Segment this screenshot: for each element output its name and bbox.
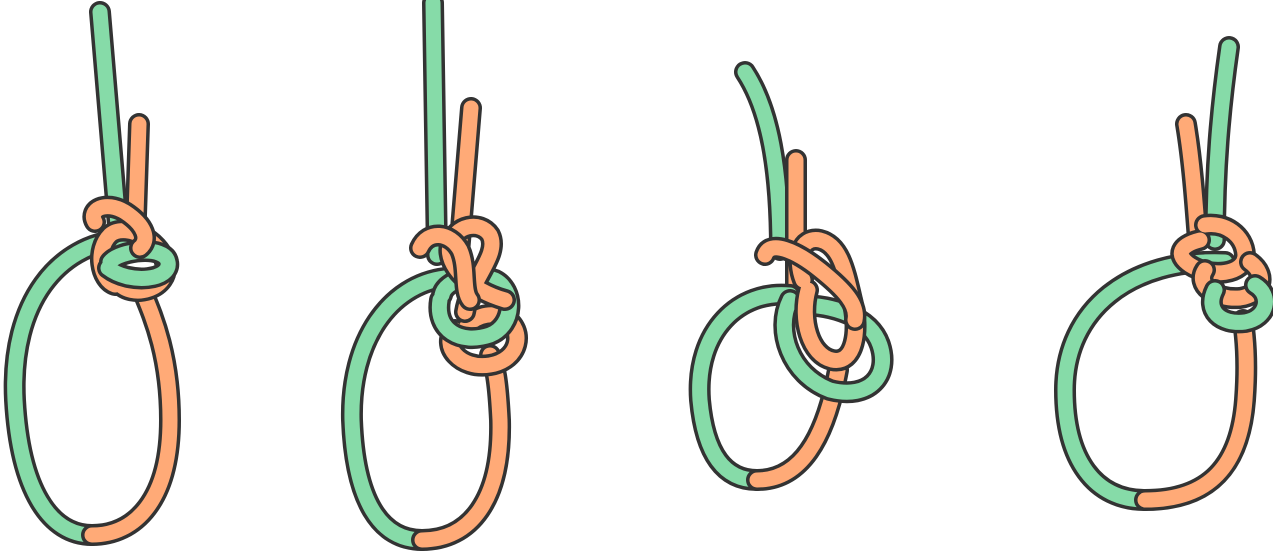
loop-right [1134, 309, 1258, 511]
loop-right [411, 344, 512, 551]
knot-wraps [754, 228, 894, 404]
knot-panel-3 [688, 61, 894, 491]
knot-panel-1 [3, 1, 181, 546]
knot-panel-4 [1054, 36, 1273, 511]
knot-wraps [1170, 213, 1273, 334]
knot-wraps [82, 195, 180, 302]
loop-left [688, 283, 801, 491]
loop-left [1054, 250, 1236, 511]
standing-part-tail [734, 61, 791, 261]
standing-part-tail [89, 1, 129, 236]
loop-left [340, 267, 456, 551]
standing-part-tail [422, 0, 448, 266]
standing-part-tail [1204, 36, 1240, 251]
loop-left [3, 229, 131, 546]
knot-wraps [409, 215, 528, 377]
loop-right [81, 274, 181, 546]
knot-panel-2 [340, 0, 528, 551]
